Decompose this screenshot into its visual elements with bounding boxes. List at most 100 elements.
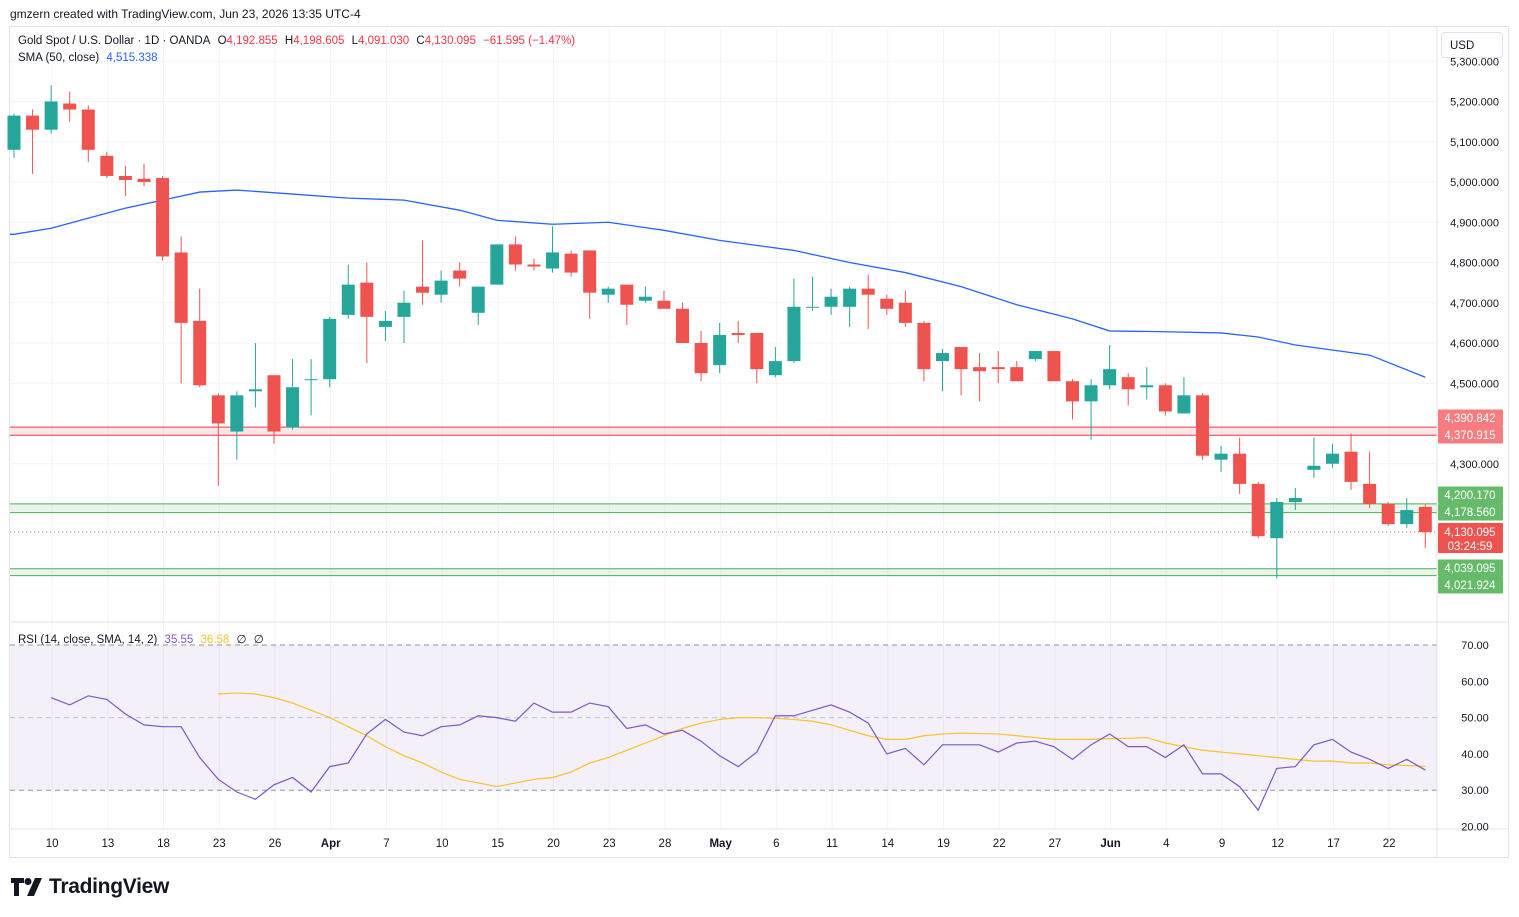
candle-body [1195, 395, 1209, 456]
candle-body [1344, 451, 1358, 482]
candle [1270, 497, 1284, 579]
rsi-tick-label: 50.00 [1461, 713, 1489, 725]
candle-body [1177, 395, 1191, 414]
candle [118, 165, 132, 197]
candle [1047, 351, 1061, 382]
time-tick-label: 6 [773, 838, 779, 850]
candle-body [546, 252, 560, 269]
candle-body [1047, 351, 1061, 382]
candle [1065, 379, 1079, 420]
time-tick-label: 22 [1383, 838, 1396, 850]
time-tick-label: 11 [826, 838, 838, 850]
candle-body [193, 320, 207, 386]
candle [917, 320, 931, 382]
rsi-band-background [10, 645, 1437, 791]
rsi-tick-label: 40.00 [1461, 749, 1489, 761]
candle-body [880, 298, 894, 309]
candle-body [1214, 453, 1228, 460]
candle-body [843, 288, 857, 307]
candle-body [100, 155, 114, 176]
candle-body [601, 288, 615, 295]
candle [824, 288, 838, 315]
high-value: H4,198.605 [284, 35, 345, 47]
tradingview-logo[interactable]: TradingView [11, 875, 169, 899]
candle-body [1028, 351, 1042, 360]
sma-legend[interactable]: SMA (50, close) 4,515.338 [18, 52, 162, 64]
rsi-line [50, 695, 1426, 812]
support-price-label [1438, 503, 1503, 521]
candle [7, 113, 21, 158]
time-tick-label: May [709, 838, 732, 850]
candle-body [508, 244, 522, 265]
candle-body [750, 332, 764, 370]
candle-body [676, 308, 690, 343]
candle-body [248, 389, 262, 392]
countdown-label-text: 03:24:59 [1448, 541, 1493, 553]
rsi-sma-value: 36.58 [200, 634, 230, 646]
candle [973, 353, 987, 402]
price-tick-label: 4,900.000 [1450, 217, 1499, 229]
resistance-zone [10, 427, 1437, 436]
candle [768, 347, 782, 378]
candle-body [787, 306, 801, 362]
candle [81, 105, 95, 162]
candle-body [1140, 385, 1154, 388]
support-price-label [1438, 486, 1503, 504]
time-tick-label: Apr [321, 838, 341, 850]
candle [397, 290, 411, 343]
time-tick-label: 18 [157, 838, 170, 850]
candle [1344, 433, 1358, 490]
candle [1363, 451, 1377, 509]
candle-body [638, 296, 652, 301]
candle [63, 91, 77, 122]
price-tick-label: 4,300.000 [1450, 459, 1499, 471]
candle [638, 286, 652, 303]
rsi-legend[interactable]: RSI (14, close, SMA, 14, 2) 35.55 36.58 … [18, 632, 268, 646]
candle-body [118, 175, 132, 180]
candle-body [527, 264, 541, 267]
currency-selector[interactable]: USD [1441, 32, 1503, 58]
time-tick-label: 23 [213, 838, 226, 850]
candle-body [378, 320, 392, 327]
support-zone [10, 503, 1437, 513]
candle [267, 375, 281, 444]
candle-body [991, 367, 1005, 370]
candle [601, 286, 615, 303]
symbol-label[interactable]: Gold Spot / U.S. Dollar · 1D · OANDA [18, 35, 211, 47]
time-tick-label: 10 [46, 838, 59, 850]
candle [304, 359, 318, 416]
candle [137, 163, 151, 187]
change-value: −61.595 (−1.47%) [483, 35, 576, 47]
candle [1233, 437, 1247, 494]
candle [1010, 361, 1024, 382]
price-label-text: 4,130.095 [1444, 527, 1495, 539]
candle-body [1121, 377, 1135, 390]
candle [880, 294, 894, 315]
candle-body [620, 284, 634, 305]
candle-body [286, 387, 300, 428]
price-tick-label: 5,100.000 [1450, 137, 1499, 149]
low-value: L4,091.030 [351, 35, 410, 47]
candle-body [936, 353, 949, 362]
rsi-tick-label: 30.00 [1461, 785, 1489, 797]
candle-body [1325, 453, 1339, 464]
candle [1288, 487, 1302, 511]
candle [26, 109, 40, 174]
price-labels: 4,390.842 4,370.915 4,200.170 4,178.560 4,13… [1438, 409, 1503, 594]
candle [1121, 373, 1135, 406]
candle [490, 244, 504, 285]
attribution-header: gmzern created with TradingView.com, Jun… [10, 7, 361, 21]
candle [378, 310, 392, 341]
candle [843, 286, 857, 327]
candle [434, 270, 448, 303]
candle-body [973, 367, 987, 372]
candle [286, 359, 300, 430]
candle-body [861, 288, 875, 295]
candle-body [1158, 385, 1172, 412]
candle-body [63, 103, 77, 110]
candle-body [453, 270, 467, 279]
rsi-extra-1: ∅ [236, 634, 247, 646]
candle [676, 302, 690, 343]
open-value: O4,192.855 [217, 35, 278, 47]
